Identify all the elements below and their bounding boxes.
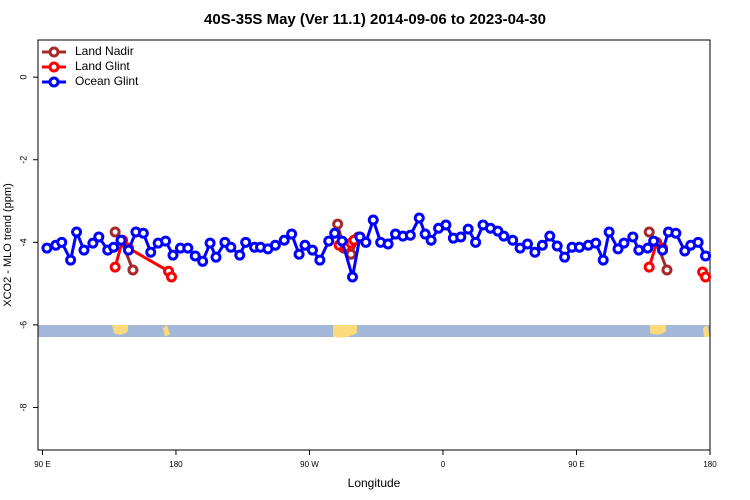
legend-label: Land Glint (75, 59, 130, 73)
point (700, 250, 712, 262)
x-tick-label: 90 W (300, 460, 319, 469)
point (286, 228, 298, 240)
point (323, 235, 335, 247)
point (166, 271, 178, 283)
point (590, 237, 602, 249)
point (332, 218, 344, 230)
point (603, 226, 615, 238)
point (618, 237, 630, 249)
point (204, 237, 216, 249)
point (145, 246, 157, 258)
point (87, 237, 99, 249)
point (627, 231, 639, 243)
point (306, 244, 318, 256)
y-tick-label: -2 (18, 156, 28, 164)
point (109, 261, 121, 273)
point (336, 235, 348, 247)
point (137, 227, 149, 239)
point (404, 229, 416, 241)
point (470, 236, 482, 248)
point (643, 261, 655, 273)
point (93, 231, 105, 243)
point (413, 212, 425, 224)
point (78, 244, 90, 256)
x-tick-label: 0 (441, 460, 446, 469)
point (329, 227, 341, 239)
point (41, 242, 53, 254)
point (642, 242, 654, 254)
point (544, 230, 556, 242)
point (522, 238, 534, 250)
legend-marker (48, 61, 60, 73)
legend-marker (48, 76, 60, 88)
point (197, 255, 209, 267)
point (299, 239, 311, 251)
legend-label: Land Nadir (75, 44, 134, 58)
x-tick-label: 90 E (34, 460, 50, 469)
x-tick-label: 90 E (568, 460, 584, 469)
point (692, 236, 704, 248)
point (56, 236, 68, 248)
point (529, 246, 541, 258)
point (425, 234, 437, 246)
point (597, 254, 609, 266)
chart-title: 40S-35S May (Ver 11.1) 2014-09-06 to 202… (204, 11, 546, 28)
point (115, 234, 127, 246)
point (360, 236, 372, 248)
point (643, 226, 655, 238)
point (633, 244, 645, 256)
point (71, 226, 83, 238)
point (507, 234, 519, 246)
point (455, 231, 467, 243)
point (536, 239, 548, 251)
point (573, 241, 585, 253)
point (210, 251, 222, 263)
point (367, 214, 379, 226)
legend-marker (48, 46, 60, 58)
point (382, 238, 394, 250)
y-axis-label: XCO2 - MLO trend (ppm) (2, 183, 14, 306)
point (65, 254, 77, 266)
point (440, 219, 452, 231)
point (657, 244, 669, 256)
x-axis-label: Longitude (348, 476, 401, 490)
point (419, 228, 431, 240)
x-tick-label: 180 (169, 460, 183, 469)
point (182, 242, 194, 254)
point (167, 249, 179, 261)
point (127, 264, 139, 276)
point (462, 223, 474, 235)
series-line (46, 214, 707, 278)
y-tick-label: -8 (18, 403, 28, 411)
y-tick-label: -4 (18, 238, 28, 246)
plot-frame (37, 39, 711, 451)
point (109, 226, 121, 238)
point (160, 235, 172, 247)
legend-label: Ocean Glint (75, 74, 139, 88)
point (278, 234, 290, 246)
point (108, 241, 120, 253)
point (551, 240, 563, 252)
point (648, 235, 660, 247)
point (670, 227, 682, 239)
point (189, 250, 201, 262)
point (346, 271, 358, 283)
y-tick-label: -6 (18, 321, 28, 329)
y-tick-label: 0 (18, 75, 28, 80)
point (269, 239, 281, 251)
x-tick-label: 180 (703, 460, 717, 469)
point (122, 244, 134, 256)
point (293, 248, 305, 260)
point (661, 264, 673, 276)
map-strip (38, 325, 710, 338)
point (225, 241, 237, 253)
point (559, 251, 571, 263)
point (240, 236, 252, 248)
point (700, 271, 712, 283)
point (498, 230, 510, 242)
point (234, 249, 246, 261)
point (314, 254, 326, 266)
